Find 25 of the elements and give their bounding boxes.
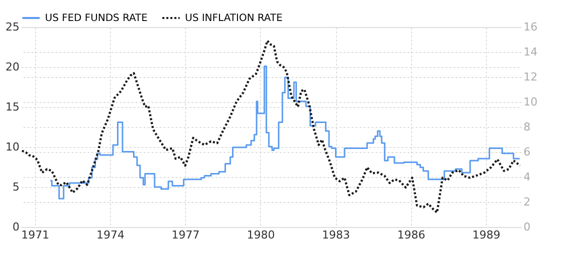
x-tick-label: 1983 <box>322 228 350 242</box>
y2-tick-label: 12 <box>524 70 538 84</box>
line-series <box>20 40 522 214</box>
y2-tick-label: 0 <box>524 220 530 234</box>
y-tick-label: 10 <box>6 140 20 154</box>
y2-tick-label: 6 <box>524 146 530 158</box>
y-tick-label: 25 <box>6 20 20 34</box>
y-tick-label: 5 <box>12 180 20 194</box>
x-tick-label: 1980 <box>246 228 275 242</box>
y2-tick-label: 14 <box>524 46 538 58</box>
legend-label: US INFLATION RATE <box>185 13 283 24</box>
x-tick-label: 1971 <box>21 228 50 242</box>
y-tick-label: 0 <box>12 220 20 234</box>
y-tick-label: 20 <box>6 60 20 74</box>
x-tick-label: 1974 <box>96 228 124 242</box>
x-tick-label: 1986 <box>397 228 426 242</box>
y-tick-label: 15 <box>6 100 20 114</box>
y2-tick-label: 16 <box>524 20 538 34</box>
y2-tick-label: 4 <box>524 170 530 184</box>
y2-tick-label: 10 <box>524 96 538 108</box>
legend-label: US FED FUNDS RATE <box>45 13 148 24</box>
y2-tick-label: 2 <box>524 196 530 208</box>
x-tick-label: 1977 <box>172 228 200 242</box>
y2-tick-label: 8 <box>524 120 530 134</box>
x-tick-label: 1989 <box>472 228 500 242</box>
